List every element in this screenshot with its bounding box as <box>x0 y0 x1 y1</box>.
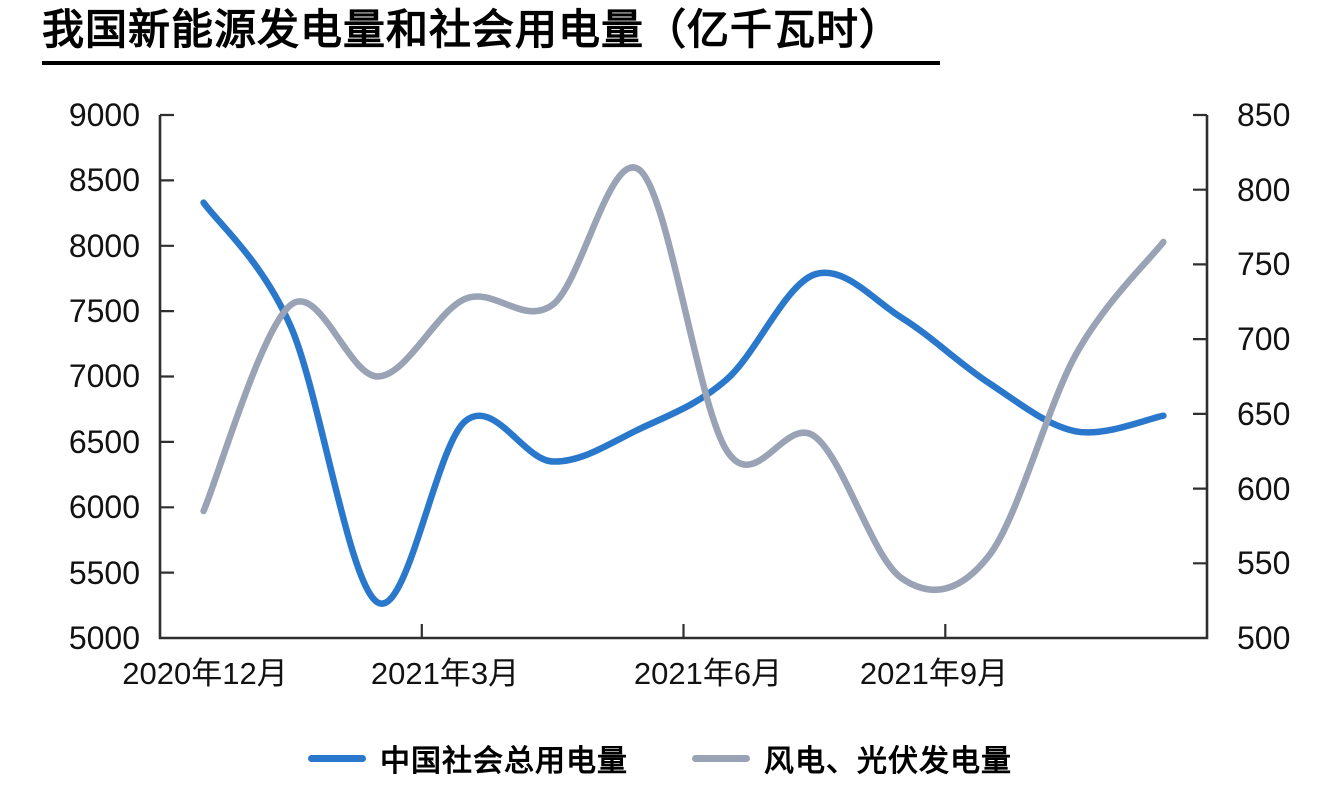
right-axis-tick-label: 750 <box>1237 246 1290 282</box>
left-axis-tick-label: 6000 <box>69 489 140 525</box>
series-line-wind-solar <box>200 164 1167 593</box>
left-axis-tick-label: 5000 <box>69 620 140 656</box>
left-axis-tick-label: 8000 <box>69 228 140 264</box>
right-axis-tick-label: 550 <box>1237 545 1290 581</box>
series-line-total-consumption <box>200 199 1167 607</box>
right-axis-tick-label: 800 <box>1237 172 1290 208</box>
right-axis-tick-label: 500 <box>1237 620 1290 656</box>
axis-spines <box>158 115 1209 640</box>
x-axis-tick-label: 2021年3月 <box>371 656 519 691</box>
right-axis-tick-label: 600 <box>1237 471 1290 507</box>
right-axis-tick-label: 700 <box>1237 321 1290 357</box>
right-axis-tick-label: 850 <box>1237 97 1290 133</box>
x-axis-tick-label: 2020年12月 <box>122 656 287 691</box>
right-axis-tick-label: 650 <box>1237 396 1290 432</box>
left-axis-tick-label: 7000 <box>69 358 140 394</box>
right-axis-ticks <box>1193 113 1207 565</box>
legend-label: 中国社会总用电量 <box>380 744 628 779</box>
x-axis-ticks <box>420 624 947 638</box>
chart-title: 我国新能源发电量和社会用电量（亿千瓦时） <box>42 5 941 66</box>
plot-area: 9000 8500 8000 7500 7000 6500 6000 5500 … <box>69 97 1291 691</box>
legend-label: 风电、光伏发电量 <box>764 744 1012 779</box>
left-axis-tick-label: 7500 <box>69 293 140 329</box>
left-axis-ticks <box>160 113 174 574</box>
left-axis-tick-label: 5500 <box>69 555 140 591</box>
legend-swatch-gray-line <box>692 754 750 762</box>
x-axis-tick-label: 2021年6月 <box>634 656 782 691</box>
left-axis-tick-label: 8500 <box>69 162 140 198</box>
left-axis-tick-label: 6500 <box>69 424 140 460</box>
chart-legend: 中国社会总用电量 风电、光伏发电量 <box>0 736 1320 780</box>
x-axis-tick-label: 2021年9月 <box>860 656 1008 691</box>
legend-swatch-blue-line <box>308 754 366 762</box>
legend-item-total-consumption: 中国社会总用电量 <box>308 736 628 780</box>
chart-title-wrap: 我国新能源发电量和社会用电量（亿千瓦时） <box>42 5 941 66</box>
legend-item-wind-solar: 风电、光伏发电量 <box>692 736 1012 780</box>
left-axis-tick-label: 9000 <box>69 97 140 133</box>
